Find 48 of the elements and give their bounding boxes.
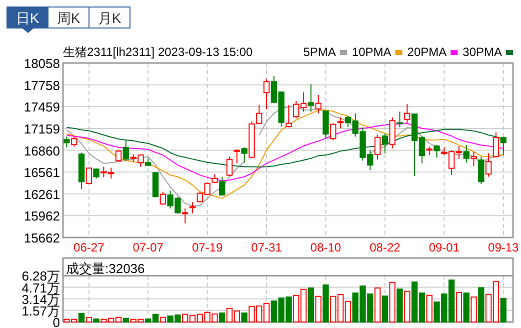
bar xyxy=(308,288,314,322)
chart-title: 成交量:32036 xyxy=(66,261,145,276)
bar xyxy=(382,296,388,322)
y-tick-label: 6.28万 xyxy=(22,268,60,284)
y-tick-label: 18058 xyxy=(24,56,60,71)
bar xyxy=(86,316,92,322)
bar xyxy=(322,284,329,322)
y-tick-label: 16860 xyxy=(24,143,60,158)
bar xyxy=(404,290,410,322)
text: 周K xyxy=(56,10,81,26)
bar xyxy=(374,288,381,322)
bar xyxy=(160,316,166,322)
y-tick-label: 15662 xyxy=(24,230,60,246)
bar xyxy=(78,312,85,322)
text: 日K xyxy=(16,10,40,26)
x-tick-label: 08-10 xyxy=(310,240,342,254)
y-tick-label: 15962 xyxy=(24,208,60,224)
bar xyxy=(219,312,226,322)
x-tick-label: 07-07 xyxy=(132,240,164,254)
legend-label: 5PMA xyxy=(303,45,336,59)
y-tick-label: 17758 xyxy=(24,78,60,93)
x-tick-label: 07-31 xyxy=(251,240,282,254)
legend-label: 30PMA xyxy=(462,45,502,59)
chart-title: 生猪2311[lh2311] 2023-09-13 15:00 xyxy=(63,45,254,59)
bar xyxy=(456,292,462,322)
y-tick-label: 16261 xyxy=(24,186,60,202)
bar xyxy=(241,312,248,322)
legend-label: 20PMA xyxy=(407,45,447,59)
y-tick-label: 17159 xyxy=(24,121,60,136)
x-tick-label: 06-27 xyxy=(74,240,105,254)
bar xyxy=(389,282,396,322)
bar xyxy=(470,296,477,322)
x-tick-label: 08-22 xyxy=(370,240,401,254)
text: 月K xyxy=(98,10,122,26)
bar xyxy=(122,318,129,322)
bar xyxy=(93,318,100,322)
y-tick-label: 16561 xyxy=(24,165,60,180)
bar xyxy=(478,287,484,322)
bar xyxy=(426,294,432,322)
legend-label: 10PMA xyxy=(352,45,392,59)
x-tick-label: 09-13 xyxy=(488,240,520,254)
bar xyxy=(315,296,322,322)
x-tick-label: 07-19 xyxy=(192,240,223,254)
bar xyxy=(500,298,506,322)
bar xyxy=(396,288,403,322)
y-tick-label: 17459 xyxy=(24,100,60,115)
bar xyxy=(463,292,470,322)
x-tick-label: 09-01 xyxy=(428,240,460,254)
